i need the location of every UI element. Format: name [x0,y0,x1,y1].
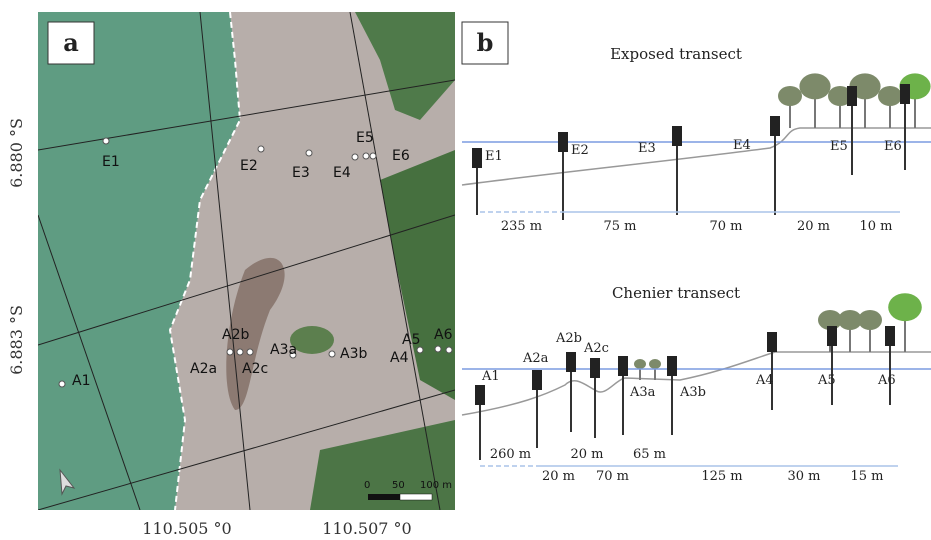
tree-crown [649,359,661,369]
distance-label: 15 m [850,469,883,484]
station-label: E5 [830,139,848,154]
station-label: E2 [571,143,589,158]
lon-label: 110.505 °0 [142,519,231,538]
distance-label: 20 m [542,469,575,484]
station-label: A3a [270,342,297,358]
station-label: A6 [434,327,453,343]
distance-label: 70 m [596,469,629,484]
station-label: A5 [402,332,420,348]
logger [532,370,542,390]
logger [847,86,857,106]
distance-label: 20 m [570,447,603,462]
station-label: E5 [356,130,374,146]
distance-label: 70 m [709,219,742,234]
transect-title: Chenier transect [612,284,740,302]
station-label: A2a [522,351,549,366]
tree-crown [799,73,830,99]
tree-crown [888,293,922,321]
station-label: A3b [679,385,706,400]
logger [558,132,568,152]
logger [827,326,837,346]
logger [472,148,482,168]
station-label: A2c [242,361,268,377]
logger [475,385,485,405]
lon-label: 110.507 °0 [322,519,411,538]
logger [618,356,628,376]
station-label: A3a [629,385,656,400]
station-label: E1 [102,154,120,170]
distance-label: 125 m [701,469,742,484]
logger [672,126,682,146]
panel-label: b [477,28,494,57]
station-label: E3 [292,165,310,181]
scale-bar [400,494,432,500]
station-label: A2b [222,327,249,343]
tree-crown [634,359,646,369]
station-label: E6 [392,148,410,164]
station-label: E4 [733,138,751,153]
lat-label: 6.883 °S [7,305,26,375]
station-label: A2b [555,331,582,346]
tree-crown [878,86,902,106]
station-label: E2 [240,158,258,174]
logger [770,116,780,136]
figure: E1 E2 E3 E4 E5 E6 A1 A2a A2b A2c A3a A3b… [0,0,931,540]
scale-bar [368,494,400,500]
station-label: E1 [485,149,503,164]
station-label: E4 [333,165,351,181]
lat-label: 6.880 °S [7,118,26,188]
distance-label: 30 m [787,469,820,484]
station-label: A1 [481,369,500,384]
scale-label: 50 [392,480,405,491]
logger [590,358,600,378]
transect-title: Exposed transect [610,45,742,63]
distance-label: 20 m [797,219,830,234]
station-label: E6 [884,139,902,154]
distance-label: 260 m [490,447,531,462]
logger [885,326,895,346]
scale-label: 0 [364,480,370,491]
distance-label: 65 m [633,447,666,462]
station-label: A3b [340,346,367,362]
station-label: A5 [817,373,836,388]
station-label: A4 [390,350,409,366]
tree-crown [858,310,882,330]
tree-crown [778,86,802,106]
station-label: A4 [755,373,774,388]
logger [667,356,677,376]
distance-label: 235 m [501,219,542,234]
logger [767,332,777,352]
station-label: A6 [877,373,896,388]
panel-label: a [63,28,79,57]
station-label: A1 [72,373,90,389]
ground [462,128,931,185]
logger [566,352,576,372]
map-panel: E1 E2 E3 E4 E5 E6 A1 A2a A2b A2c A3a A3b… [38,12,455,510]
logger [900,84,910,104]
station-label: A2c [583,341,609,356]
transects: Exposed transect Chenier transect E1 E2 E3… [462,45,931,484]
distance-label: 10 m [859,219,892,234]
station-label: E3 [638,141,656,156]
station-label: A2a [190,361,217,377]
distance-label: 75 m [603,219,636,234]
scale-label: 100 m [420,480,452,491]
